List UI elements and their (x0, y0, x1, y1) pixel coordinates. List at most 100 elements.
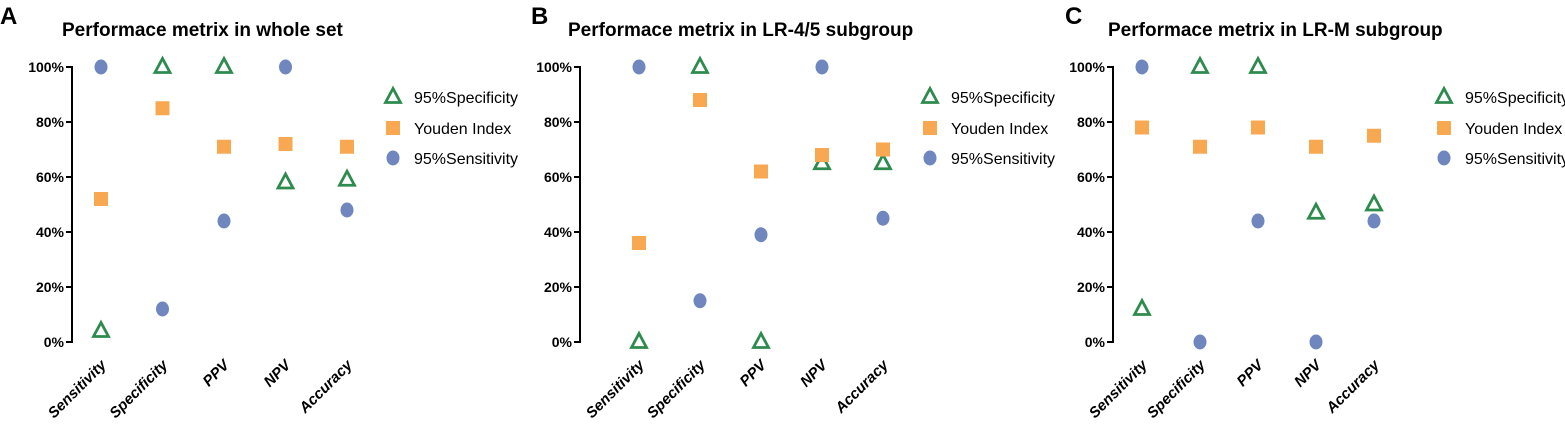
series-sensitivity (94, 59, 354, 317)
data-point-sensitivity (1135, 59, 1149, 75)
legend-label-youden: Youden Index (1465, 121, 1562, 138)
data-point-sensitivity (754, 227, 768, 243)
series-sensitivity (1135, 59, 1381, 350)
data-point-sensitivity (1251, 213, 1265, 229)
legend-label-specificity: 95%Specificity (414, 90, 518, 107)
panel-letter: A (0, 3, 17, 30)
x-category-label: Sensitivity (45, 356, 111, 422)
legend-label-youden: Youden Index (951, 121, 1048, 138)
series-sensitivity (632, 59, 890, 309)
data-point-sensitivity (1367, 213, 1381, 229)
legend-marker-youden (386, 121, 400, 135)
x-category-label: Specificity (1144, 356, 1210, 422)
x-category-label: PPV (1234, 355, 1269, 390)
y-tick-label: 100% (536, 59, 572, 75)
chart-title: Performace metrix in LR-4/5 subgroup (568, 20, 913, 41)
legend-marker-sensitivity (923, 150, 937, 166)
legend-marker-sensitivity (386, 150, 400, 166)
data-point-specificity (152, 55, 173, 74)
panel-letter: B (531, 3, 548, 30)
data-point-youden (754, 164, 768, 179)
data-point-youden (1251, 120, 1265, 135)
x-category-label: PPV (200, 355, 235, 390)
data-point-youden (876, 142, 890, 157)
legend-label-sensitivity: 95%Sensitivity (414, 151, 518, 168)
data-point-specificity (275, 171, 296, 190)
data-point-sensitivity (156, 301, 169, 317)
y-tick-label: 40% (544, 224, 573, 240)
data-point-specificity (1248, 55, 1268, 74)
legend-marker-specificity (1434, 85, 1454, 104)
y-tick-label: 20% (1077, 279, 1106, 295)
data-point-sensitivity (815, 59, 829, 75)
data-point-sensitivity (632, 59, 646, 75)
data-point-youden (1367, 128, 1381, 143)
data-point-youden (815, 148, 829, 162)
data-point-sensitivity (1309, 334, 1323, 350)
data-point-specificity (91, 319, 111, 338)
y-tick-label: 40% (36, 224, 65, 240)
data-point-youden (94, 192, 108, 206)
y-tick-label: 0% (1085, 334, 1106, 350)
legend-label-sensitivity: 95%Sensitivity (951, 151, 1055, 168)
chart-panel-a: A Performace metrix in whole set 0% 20% 40% 6… (0, 3, 518, 422)
series-specificity (1132, 55, 1384, 316)
data-point-specificity (873, 151, 893, 171)
y-tick-label: 80% (36, 114, 65, 130)
data-point-specificity (1132, 297, 1152, 316)
data-point-sensitivity (693, 293, 707, 309)
legend-label-sensitivity: 95%Sensitivity (1465, 151, 1565, 168)
legend-marker-sensitivity (1437, 150, 1451, 166)
data-point-specificity (214, 55, 234, 74)
data-point-specificity (1190, 55, 1210, 74)
y-tick-label: 60% (1077, 169, 1106, 185)
series-youden (1135, 120, 1381, 154)
y-tick-label: 60% (544, 169, 573, 185)
legend-label-specificity: 95%Specificity (1465, 90, 1565, 107)
y-tick-label: 60% (36, 169, 65, 185)
legend-marker-specificity (920, 85, 940, 104)
x-category-label: Specificity (106, 356, 172, 422)
data-point-youden (217, 139, 231, 154)
data-point-youden (1309, 139, 1323, 154)
x-category-label: Sensitivity (1086, 356, 1152, 422)
legend-marker-youden (923, 121, 937, 135)
data-point-specificity (1306, 201, 1326, 220)
y-tick-label: 20% (544, 279, 573, 295)
x-category-label: NPV (260, 355, 295, 390)
x-category-label: NPV (797, 355, 832, 390)
data-point-youden (340, 139, 354, 154)
chart-title: Performace metrix in whole set (62, 20, 344, 41)
data-point-sensitivity (279, 59, 292, 75)
x-category-label: Accuracy (1322, 356, 1383, 417)
legend-label-youden: Youden Index (414, 121, 511, 138)
legend: 95%Specificity Youden Index 95%Sensitivity (1434, 85, 1565, 168)
data-point-youden (155, 101, 170, 116)
data-point-youden (1135, 120, 1149, 135)
legend-marker-youden (1437, 121, 1451, 135)
data-point-specificity (751, 330, 771, 349)
y-tick-label: 0% (44, 334, 65, 350)
y-tick-label: 100% (28, 59, 64, 75)
data-point-youden (1193, 139, 1207, 154)
y-tick-label: 80% (1077, 114, 1106, 130)
chart-panel-b: B Performace metrix in LR-4/5 subgroup 0% 2… (531, 3, 1055, 422)
y-tick-label: 80% (544, 114, 573, 130)
data-point-sensitivity (94, 59, 108, 75)
panel-letter: C (1065, 3, 1082, 30)
x-category-label: Specificity (644, 356, 710, 422)
data-point-sensitivity (340, 202, 354, 218)
panels: A Performace metrix in whole set 0% 20% 40% 6… (0, 3, 1565, 422)
data-point-specificity (629, 330, 649, 349)
y-tick-label: 40% (1077, 224, 1106, 240)
chart-panel-c: C Performace metrix in LR-M subgroup 0% 20%… (1065, 3, 1565, 422)
legend-marker-specificity (383, 85, 403, 104)
series-youden (94, 101, 354, 206)
x-category-label: Sensitivity (583, 356, 649, 422)
x-category-label: Accuracy (295, 356, 356, 417)
data-point-specificity (690, 55, 710, 74)
legend: 95%Specificity Youden Index 95%Sensitivity (383, 85, 518, 168)
x-category-label: Accuracy (831, 356, 892, 417)
y-tick-label: 0% (552, 334, 573, 350)
